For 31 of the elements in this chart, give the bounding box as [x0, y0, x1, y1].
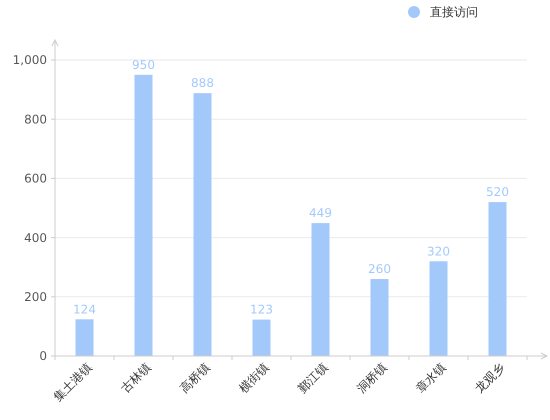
x-tick-label: 古林镇 — [118, 360, 154, 396]
bar — [76, 319, 94, 356]
data-label: 260 — [368, 262, 391, 276]
x-tick-label: 洞桥镇 — [354, 360, 390, 396]
data-label: 123 — [250, 302, 273, 317]
y-tick-label: 400 — [24, 230, 47, 245]
y-tick-label: 0 — [39, 349, 47, 364]
bar — [430, 261, 448, 356]
y-tick-label: 1,000 — [12, 53, 47, 68]
legend-label: 直接访问 — [430, 5, 478, 20]
x-tick-label: 高桥镇 — [177, 360, 213, 396]
x-tick-label: 横街镇 — [236, 360, 272, 396]
y-tick-label: 200 — [24, 290, 47, 304]
x-tick-label: 龙观乡 — [472, 360, 508, 396]
data-label: 124 — [73, 302, 96, 316]
bar — [370, 279, 388, 356]
data-label: 320 — [427, 244, 450, 258]
x-tick-label: 集土港镇 — [50, 360, 95, 404]
data-label: 520 — [486, 185, 509, 200]
bar — [134, 74, 152, 356]
bar — [252, 320, 270, 356]
y-tick-label: 600 — [24, 172, 47, 186]
bar — [194, 93, 212, 356]
bar — [312, 223, 330, 356]
data-label: 950 — [132, 58, 155, 72]
x-tick-label: 鄞江镇 — [295, 360, 331, 396]
bar — [488, 202, 506, 356]
x-tick-label: 章水镇 — [413, 360, 449, 396]
data-label: 888 — [191, 76, 214, 90]
data-label: 449 — [309, 206, 332, 220]
y-tick-label: 800 — [24, 112, 47, 126]
